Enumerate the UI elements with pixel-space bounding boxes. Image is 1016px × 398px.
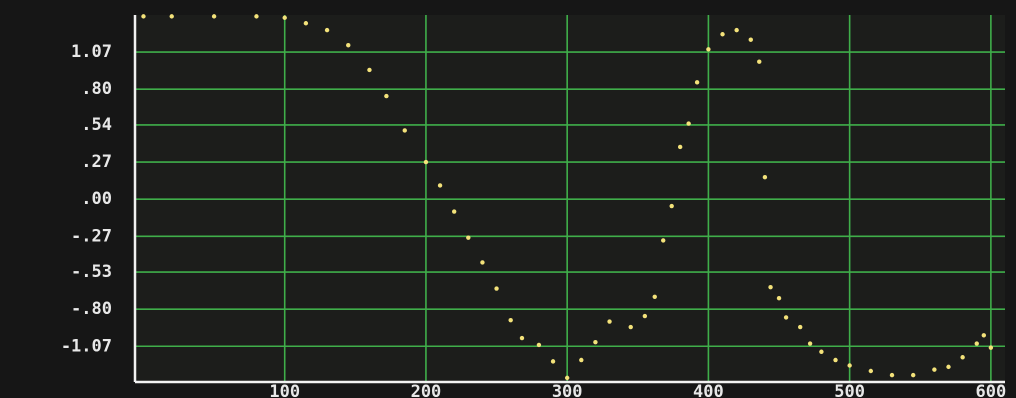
data-point [847, 363, 851, 367]
data-point [784, 315, 788, 319]
x-tick-label: 400 [693, 382, 724, 398]
data-point [403, 128, 407, 132]
data-point [579, 358, 583, 362]
data-point [946, 365, 950, 369]
data-point [734, 28, 738, 32]
data-point [869, 369, 873, 373]
data-point [424, 160, 428, 164]
data-point [653, 295, 657, 299]
data-point [367, 68, 371, 72]
data-point [384, 94, 388, 98]
data-point [565, 376, 569, 380]
x-tick-label: 300 [552, 382, 583, 398]
data-point [551, 359, 555, 363]
data-point [706, 47, 710, 51]
data-point [537, 343, 541, 347]
data-point [678, 145, 682, 149]
data-point [170, 14, 174, 18]
data-point [975, 341, 979, 345]
data-point [520, 336, 524, 340]
y-tick-label: -.80 [71, 299, 112, 319]
x-tick-label: 500 [834, 382, 865, 398]
data-point [768, 285, 772, 289]
data-point [494, 286, 498, 290]
data-point [304, 21, 308, 25]
data-point [593, 340, 597, 344]
data-point [629, 325, 633, 329]
y-tick-label: .27 [81, 152, 112, 172]
data-point [480, 260, 484, 264]
y-tick-label: .00 [81, 189, 112, 209]
data-point [777, 296, 781, 300]
data-point [798, 325, 802, 329]
data-point [757, 60, 761, 64]
data-point [833, 358, 837, 362]
y-tick-label: -1.07 [61, 336, 112, 356]
data-point [686, 121, 690, 125]
data-point [808, 341, 812, 345]
data-point [911, 373, 915, 377]
y-tick-label: -.53 [71, 262, 112, 282]
data-point [283, 16, 287, 20]
x-tick-label: 600 [976, 382, 1007, 398]
x-tick-label: 200 [411, 382, 442, 398]
data-point [643, 314, 647, 318]
data-point [819, 350, 823, 354]
data-point [989, 345, 993, 349]
data-point [254, 14, 258, 18]
data-point [212, 14, 216, 18]
data-point [749, 38, 753, 42]
data-point [982, 333, 986, 337]
data-point [960, 355, 964, 359]
data-point [890, 373, 894, 377]
data-point [607, 319, 611, 323]
data-point [325, 28, 329, 32]
data-point [763, 175, 767, 179]
y-tick-label: .80 [81, 79, 112, 99]
y-tick-label: -.27 [71, 226, 112, 246]
data-point [438, 183, 442, 187]
data-point [669, 204, 673, 208]
data-point [346, 43, 350, 47]
y-tick-label: .54 [81, 115, 112, 135]
y-tick-label: 1.07 [71, 42, 112, 62]
data-point [720, 32, 724, 36]
data-point [695, 80, 699, 84]
data-point [466, 235, 470, 239]
data-point [932, 367, 936, 371]
data-point [508, 318, 512, 322]
x-tick-label: 100 [269, 382, 300, 398]
chart: 1.07 .80 .54 .27 .00 -.27 -.53 -.80 -1.07 100 200 3… [0, 0, 1016, 398]
data-point [141, 14, 145, 18]
data-point [452, 209, 456, 213]
data-point [661, 238, 665, 242]
